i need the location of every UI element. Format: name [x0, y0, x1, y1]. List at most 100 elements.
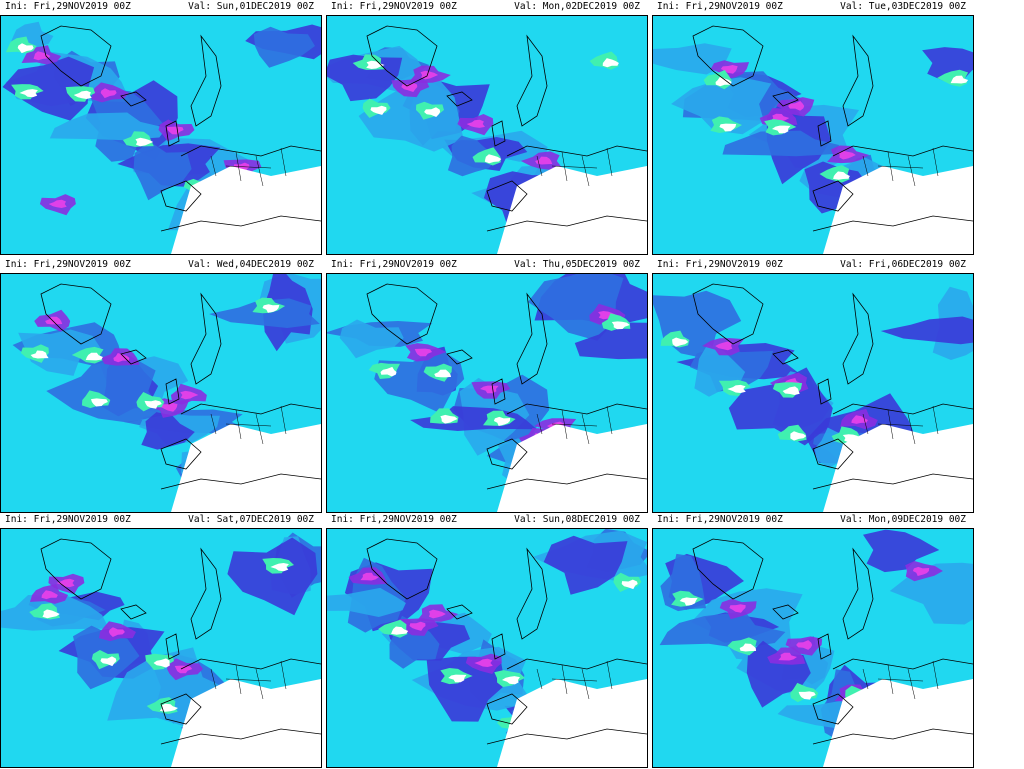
valid-time-label: Val: Sun,08DEC2019 00Z	[514, 514, 640, 525]
panel-header: Ini: Fri,29NOV2019 00Z Val: Fri,06DEC201…	[652, 258, 974, 272]
dry-area	[366, 60, 385, 69]
europe-coast	[180, 403, 321, 415]
forecast-map	[652, 528, 974, 768]
precipitation-field	[653, 529, 973, 767]
country-borders	[210, 405, 287, 445]
dry-area	[100, 656, 117, 667]
intensity-peak	[409, 621, 426, 631]
dry-area	[621, 579, 638, 590]
dry-area	[679, 597, 698, 606]
forecast-panel-8: Ini: Fri,29NOV2019 00Z Val: Sun,08DEC201…	[326, 513, 648, 769]
intensity-band	[2, 56, 95, 121]
iceland-coast	[120, 91, 147, 107]
border-lines	[862, 147, 939, 187]
intensity-band	[327, 587, 406, 617]
valid-time-label: Val: Mon,09DEC2019 00Z	[840, 514, 966, 525]
country-borders	[536, 147, 613, 187]
valid-time-label: Val: Sun,01DEC2019 00Z	[188, 1, 314, 12]
africa-coast	[486, 215, 647, 232]
dry-area	[17, 43, 34, 54]
dry-area	[19, 89, 38, 98]
intensity-band	[722, 130, 840, 157]
intensity-peak	[45, 316, 63, 325]
dry-area	[672, 337, 689, 347]
intensity-peak	[414, 348, 432, 357]
forecast-map	[0, 273, 322, 513]
forecast-panel-2: Ini: Fri,29NOV2019 00Z Val: Mon,02DEC201…	[326, 0, 648, 256]
africa-coast	[486, 728, 647, 745]
dry-area	[715, 77, 732, 87]
africa-coast	[812, 473, 973, 490]
dry-area	[370, 105, 387, 115]
intensity-band	[227, 537, 318, 616]
dry-area	[833, 171, 850, 180]
africa-coast	[812, 728, 973, 745]
dry-area	[262, 304, 280, 313]
forecast-panel-1: Ini: Fri,29NOV2019 00Z Val: Sun,01DEC201…	[0, 0, 322, 256]
forecast-panel-7: Ini: Fri,29NOV2019 00Z Val: Sat,07DEC201…	[0, 513, 322, 769]
intensity-peak	[729, 604, 746, 613]
forecast-map	[0, 15, 322, 255]
scandinavia-coast	[842, 292, 874, 385]
border-lines	[210, 660, 287, 700]
init-time-label: Ini: Fri,29NOV2019 00Z	[5, 1, 131, 12]
coastlines	[692, 25, 973, 232]
precipitation-field	[327, 16, 647, 254]
iberia-coast	[486, 693, 528, 725]
dry-land-area	[823, 424, 973, 512]
greenland-coast	[40, 25, 112, 87]
iceland-coast	[772, 349, 799, 365]
dry-area	[30, 350, 49, 359]
dry-area	[85, 352, 103, 361]
dry-area	[727, 384, 746, 393]
dry-area	[42, 609, 60, 619]
british-isles-coast	[817, 120, 832, 147]
border-lines	[210, 147, 287, 187]
greenland-coast	[692, 538, 764, 600]
intensity-band	[358, 76, 464, 152]
country-borders	[862, 405, 939, 445]
greenland-coast	[366, 25, 438, 87]
scandinavia-coast	[190, 547, 222, 640]
intensity-peak	[778, 652, 797, 661]
greenland-coast	[692, 25, 764, 87]
valid-time-label: Val: Fri,06DEC2019 00Z	[840, 259, 966, 270]
intensity-peak	[41, 590, 58, 600]
dry-area	[270, 563, 289, 572]
panel-header: Ini: Fri,29NOV2019 00Z Val: Sun,01DEC201…	[0, 0, 322, 14]
valid-time-label: Val: Sat,07DEC2019 00Z	[188, 514, 314, 525]
panel-header: Ini: Fri,29NOV2019 00Z Val: Thu,05DEC201…	[326, 258, 648, 272]
intensity-peak	[598, 311, 617, 320]
intensity-band	[574, 322, 647, 360]
iceland-coast	[120, 604, 147, 620]
forecast-panel-6: Ini: Fri,29NOV2019 00Z Val: Fri,06DEC201…	[652, 258, 974, 514]
coastlines	[366, 25, 647, 232]
border-lines	[862, 405, 939, 445]
intensity-peak	[108, 627, 125, 637]
intensity-peak	[796, 640, 813, 650]
iceland-coast	[446, 349, 473, 365]
forecast-map	[326, 273, 648, 513]
coastlines	[40, 538, 321, 745]
greenland-coast	[692, 283, 764, 345]
scandinavia-coast	[190, 34, 222, 127]
british-isles-coast	[491, 120, 506, 147]
init-time-label: Ini: Fri,29NOV2019 00Z	[331, 514, 457, 525]
forecast-map	[326, 15, 648, 255]
intensity-peak	[48, 199, 67, 208]
init-time-label: Ini: Fri,29NOV2019 00Z	[5, 259, 131, 270]
dry-land-area	[823, 166, 973, 254]
border-lines	[210, 405, 287, 445]
africa-coast	[160, 728, 321, 745]
forecast-panel-9: Ini: Fri,29NOV2019 00Z Val: Mon,09DEC201…	[652, 513, 974, 769]
british-isles-coast	[165, 633, 180, 660]
greenland-coast	[40, 283, 112, 345]
intensity-band	[327, 54, 403, 102]
coastlines	[692, 538, 973, 745]
british-isles-coast	[491, 633, 506, 660]
europe-coast	[506, 145, 647, 157]
dry-area	[493, 416, 511, 426]
iceland-coast	[772, 604, 799, 620]
iberia-coast	[812, 438, 854, 470]
iberia-coast	[160, 180, 202, 212]
